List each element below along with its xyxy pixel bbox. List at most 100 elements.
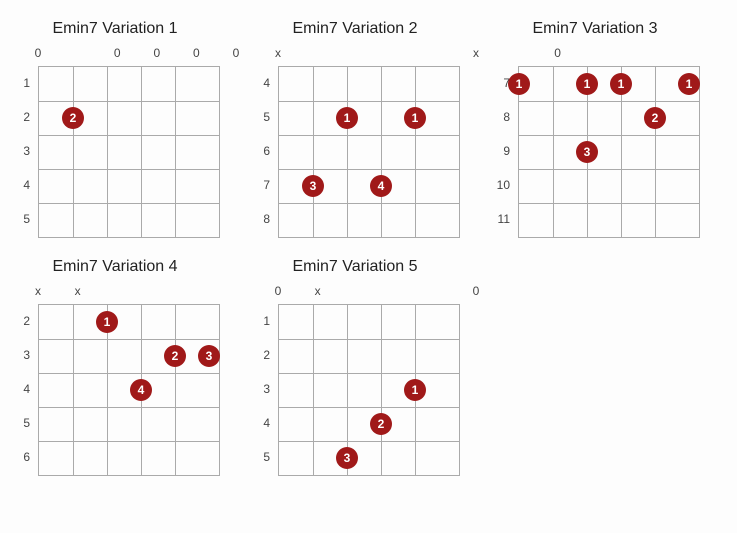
diagram: 0x012345123 xyxy=(250,284,460,476)
string-labels: 0 xyxy=(490,46,716,66)
chord-title: Emin7 Variation 1 xyxy=(10,20,220,38)
finger-dot: 3 xyxy=(576,141,598,163)
diagram: xx234561234 xyxy=(10,284,220,476)
fret-numbers: 12345 xyxy=(10,66,38,236)
fret-number: 10 xyxy=(490,168,518,202)
fret-number: 4 xyxy=(250,406,278,440)
fret-line xyxy=(519,101,699,102)
fret-line xyxy=(279,203,459,204)
string-label xyxy=(630,46,644,62)
diagram-body: 234561234 xyxy=(10,304,220,476)
fret-number: 11 xyxy=(490,202,518,236)
string-label: 0 xyxy=(551,46,565,62)
string-label: x xyxy=(31,284,45,300)
fret-line xyxy=(519,169,699,170)
finger-dot: 3 xyxy=(336,447,358,469)
string-line xyxy=(347,67,348,237)
string-line xyxy=(381,67,382,237)
fret-number: 9 xyxy=(490,134,518,168)
string-line xyxy=(175,67,176,237)
finger-dot: 2 xyxy=(370,413,392,435)
fret-line xyxy=(39,169,219,170)
fret-line xyxy=(279,441,459,442)
chord-diagram: Emin7 Variation 307891011111123 xyxy=(490,20,700,238)
string-label xyxy=(709,46,723,62)
chord-title: Emin7 Variation 3 xyxy=(490,20,700,38)
string-label: x xyxy=(271,46,285,62)
fret-line xyxy=(279,339,459,340)
string-label xyxy=(150,284,164,300)
chord-title: Emin7 Variation 2 xyxy=(250,20,460,38)
fret-number: 1 xyxy=(10,66,38,100)
string-label: 0 xyxy=(189,46,203,62)
fret-number: 5 xyxy=(10,406,38,440)
string-label: x xyxy=(469,46,483,62)
string-label: 0 xyxy=(469,284,483,300)
finger-dot: 3 xyxy=(302,175,324,197)
string-label xyxy=(511,46,525,62)
string-label xyxy=(350,46,364,62)
finger-dot: 1 xyxy=(610,73,632,95)
fret-line xyxy=(279,373,459,374)
diagram-body: 7891011111123 xyxy=(490,66,700,238)
string-line xyxy=(175,305,176,475)
finger-dot: 2 xyxy=(164,345,186,367)
finger-dot: 4 xyxy=(370,175,392,197)
diagram-body: 456781134 xyxy=(250,66,460,238)
string-label xyxy=(311,46,325,62)
chord-diagram: Emin7 Variation 100000123452 xyxy=(10,20,220,238)
finger-dot: 1 xyxy=(576,73,598,95)
fret-number: 4 xyxy=(10,168,38,202)
string-label xyxy=(229,284,243,300)
chord-diagram: Emin7 Variation 2xx456781134 xyxy=(250,20,460,238)
fret-number: 6 xyxy=(10,440,38,474)
string-label xyxy=(390,284,404,300)
fret-number: 5 xyxy=(250,440,278,474)
string-label xyxy=(669,46,683,62)
finger-dot: 1 xyxy=(336,107,358,129)
string-line xyxy=(73,67,74,237)
diagram: 00000123452 xyxy=(10,46,220,238)
fret-number: 1 xyxy=(250,304,278,338)
fretboard: 1134 xyxy=(278,66,460,238)
fret-number: 2 xyxy=(10,304,38,338)
string-line xyxy=(313,67,314,237)
string-line xyxy=(415,67,416,237)
chord-title: Emin7 Variation 5 xyxy=(250,258,460,276)
string-label: 0 xyxy=(271,284,285,300)
diagram-body: 12345123 xyxy=(250,304,460,476)
fret-number: 6 xyxy=(250,134,278,168)
string-line xyxy=(313,305,314,475)
string-label: x xyxy=(71,284,85,300)
string-labels: xx xyxy=(250,46,476,66)
string-label xyxy=(390,46,404,62)
string-line xyxy=(107,67,108,237)
string-label: 0 xyxy=(110,46,124,62)
string-line xyxy=(73,305,74,475)
string-label: x xyxy=(311,284,325,300)
fret-line xyxy=(39,441,219,442)
fret-number: 5 xyxy=(250,100,278,134)
chord-title: Emin7 Variation 4 xyxy=(10,258,220,276)
fret-line xyxy=(39,373,219,374)
string-label: 0 xyxy=(150,46,164,62)
fret-number: 2 xyxy=(10,100,38,134)
string-line xyxy=(553,67,554,237)
fret-line xyxy=(279,407,459,408)
fret-number: 2 xyxy=(250,338,278,372)
finger-dot: 2 xyxy=(644,107,666,129)
string-labels: 0x0 xyxy=(250,284,476,304)
fret-number: 3 xyxy=(10,338,38,372)
string-label xyxy=(429,284,443,300)
fret-numbers: 12345 xyxy=(250,304,278,474)
fret-number: 7 xyxy=(250,168,278,202)
fret-line xyxy=(279,169,459,170)
string-label xyxy=(590,46,604,62)
finger-dot: 1 xyxy=(678,73,700,95)
finger-dot: 1 xyxy=(96,311,118,333)
fret-line xyxy=(39,203,219,204)
fret-line xyxy=(279,101,459,102)
fretboard: 123 xyxy=(278,304,460,476)
string-line xyxy=(381,305,382,475)
finger-dot: 3 xyxy=(198,345,220,367)
